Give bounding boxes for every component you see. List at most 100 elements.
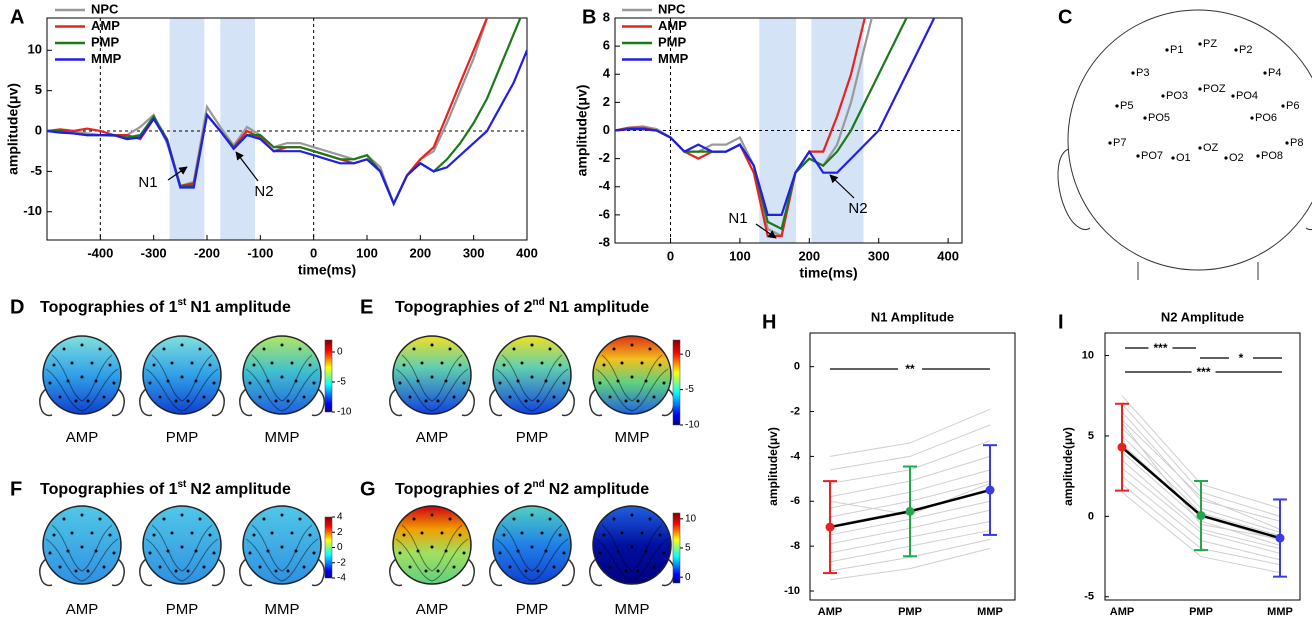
electrode — [270, 361, 274, 365]
title-text: Topographies of 2 — [395, 299, 533, 316]
contour — [51, 524, 113, 572]
electrode — [90, 531, 94, 535]
electrode — [424, 569, 428, 573]
x-tick-label: 200 — [798, 248, 820, 263]
panel-letter: F — [10, 478, 22, 500]
head-ear — [661, 388, 675, 417]
colorbar-tick-label: 5 — [685, 543, 691, 554]
electrode — [62, 347, 66, 351]
electrode — [598, 381, 602, 385]
electrode — [548, 347, 552, 351]
x-tick-label: 400 — [516, 245, 538, 260]
contour — [395, 538, 469, 582]
head-ear — [461, 558, 475, 587]
contour — [495, 538, 569, 582]
electrode — [502, 363, 506, 367]
electrode — [420, 531, 424, 535]
electrode — [436, 399, 440, 403]
y-tick-label: -6 — [598, 206, 610, 221]
title-text: Topographies of 1 — [40, 299, 178, 316]
electrode-label: P8 — [1290, 137, 1303, 149]
condition-label: MMP — [265, 601, 300, 618]
x-tick-label: PMP — [1189, 606, 1213, 618]
electrode — [412, 517, 416, 521]
electrode — [174, 569, 178, 573]
electrode — [402, 533, 406, 537]
electrode — [644, 549, 648, 553]
electrode — [148, 381, 152, 385]
electrode — [562, 551, 566, 555]
colorbar-tick-label: -2 — [337, 557, 346, 568]
component-label: N2 — [254, 183, 273, 200]
electrode — [98, 517, 102, 521]
component-arrow — [755, 223, 777, 239]
electrode — [636, 569, 640, 573]
x-tick-label: 100 — [729, 248, 751, 263]
electrode-label: PO4 — [1236, 90, 1258, 102]
y-tick-label: -6 — [790, 495, 800, 507]
head-ear — [561, 558, 575, 587]
electrode — [180, 545, 184, 549]
electrode — [86, 399, 90, 403]
electrode — [640, 361, 644, 365]
electrode — [1263, 71, 1267, 75]
electrode — [1115, 104, 1119, 108]
mean-point — [985, 485, 995, 495]
electrode — [416, 549, 420, 553]
electrode — [612, 517, 616, 521]
electrode — [198, 347, 202, 351]
y-tick-label: -4 — [790, 450, 801, 462]
electrode — [48, 381, 52, 385]
panel-letter: D — [10, 296, 24, 318]
contour — [251, 524, 313, 572]
electrode — [402, 363, 406, 367]
electrode — [294, 549, 298, 553]
electrode — [302, 565, 306, 569]
panel-letter: I — [1058, 311, 1064, 333]
electrode — [290, 531, 294, 535]
y-axis-label: amplitude(μv) — [1061, 427, 1075, 506]
significance-label: *** — [1196, 365, 1210, 379]
electrode — [66, 549, 70, 553]
electrode — [108, 533, 112, 537]
electrode — [66, 379, 70, 383]
electrode — [202, 565, 206, 569]
y-tick-label: 2 — [603, 94, 610, 109]
contour — [251, 354, 313, 402]
electrode — [186, 569, 190, 573]
electrode — [74, 569, 78, 573]
colorbar-tick-label: 4 — [337, 512, 343, 523]
electrode — [280, 343, 284, 347]
electrode — [70, 361, 74, 365]
electrode — [258, 395, 262, 399]
significance-label: * — [1239, 351, 1244, 365]
contour — [595, 368, 669, 412]
x-tick-label: 100 — [356, 245, 378, 260]
head-ear — [589, 558, 603, 587]
electrode — [452, 565, 456, 569]
electrode — [658, 363, 662, 367]
electrode — [624, 399, 628, 403]
x-tick-label: 300 — [463, 245, 485, 260]
contour — [501, 524, 563, 572]
electrode — [524, 399, 528, 403]
plot-frame — [1104, 332, 1301, 601]
electrode — [544, 379, 548, 383]
electrode — [430, 545, 434, 549]
condition-label: PMP — [166, 601, 199, 618]
head-ear — [661, 558, 675, 587]
electrode — [74, 399, 78, 403]
electrode — [180, 375, 184, 379]
y-tick-label: 6 — [603, 38, 610, 53]
title-ordinal: nd — [532, 479, 544, 490]
scalp-map — [42, 505, 122, 585]
y-tick-label: 0 — [35, 122, 42, 137]
head-ear — [111, 388, 125, 417]
condition-label: AMP — [66, 429, 99, 446]
electrode — [180, 513, 184, 517]
scalp-map — [492, 505, 572, 585]
panel-letter: A — [10, 6, 24, 28]
electrode — [308, 363, 312, 367]
electrode — [558, 363, 562, 367]
electrode — [516, 379, 520, 383]
